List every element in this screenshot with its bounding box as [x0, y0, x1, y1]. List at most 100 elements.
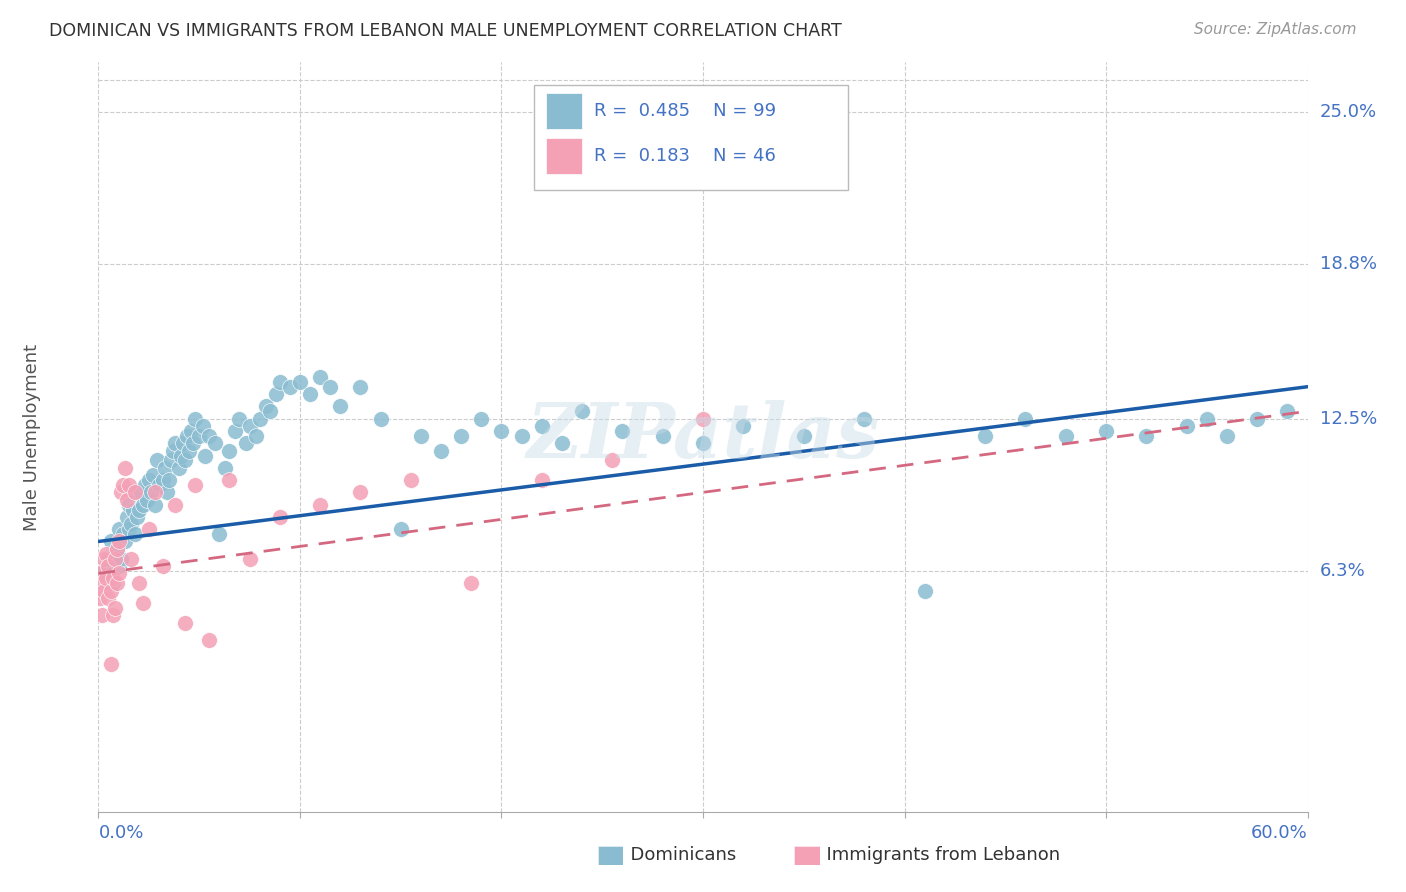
Text: ZIPatlas: ZIPatlas [526, 401, 880, 474]
Point [1195, 411, 1218, 425]
Point [93, 564, 115, 578]
Point [329, 400, 352, 414]
Point [264, 387, 287, 401]
Point [174, 615, 197, 630]
Point [118, 478, 141, 492]
Point [91, 608, 114, 623]
Text: Immigrants from Lebanon: Immigrants from Lebanon [815, 846, 1060, 863]
Point [530, 473, 553, 487]
Point [103, 547, 125, 561]
Point [349, 485, 371, 500]
Point [204, 436, 226, 450]
Point [100, 657, 122, 672]
Point [651, 429, 673, 443]
Point [143, 498, 166, 512]
Point [1014, 411, 1036, 425]
Point [450, 429, 472, 443]
Point [160, 453, 183, 467]
Point [107, 559, 129, 574]
Point [974, 429, 997, 443]
Point [111, 527, 134, 541]
Point [612, 424, 634, 438]
Point [1135, 429, 1157, 443]
Point [409, 429, 432, 443]
Point [124, 485, 146, 500]
Point [430, 443, 453, 458]
Point [269, 375, 291, 389]
Point [278, 380, 301, 394]
Point [510, 429, 533, 443]
Point [259, 404, 281, 418]
Text: R =  0.183    N = 46: R = 0.183 N = 46 [595, 147, 776, 165]
Point [156, 485, 179, 500]
Point [93, 551, 115, 566]
Point [288, 375, 311, 389]
Point [793, 429, 815, 443]
Point [124, 485, 146, 500]
Point [1175, 419, 1198, 434]
Point [349, 380, 371, 394]
Point [101, 608, 124, 623]
Point [118, 498, 141, 512]
Point [269, 510, 291, 524]
Point [172, 436, 194, 450]
Point [132, 596, 155, 610]
Point [194, 449, 217, 463]
Point [309, 370, 332, 384]
Point [319, 380, 342, 394]
Text: 18.8%: 18.8% [1320, 255, 1376, 273]
Point [115, 510, 138, 524]
Point [148, 478, 170, 492]
Point [97, 591, 120, 605]
Point [153, 460, 176, 475]
Point [146, 453, 169, 467]
Point [692, 436, 714, 450]
Text: 0.0%: 0.0% [98, 824, 143, 842]
Point [176, 429, 198, 443]
Point [101, 571, 124, 585]
Point [180, 424, 202, 438]
Text: Dominicans: Dominicans [619, 846, 735, 863]
Point [152, 559, 174, 574]
Point [114, 534, 136, 549]
Point [1246, 411, 1268, 425]
Point [89, 591, 111, 605]
Point [91, 576, 114, 591]
Point [218, 473, 240, 487]
Point [142, 468, 165, 483]
Point [107, 566, 129, 581]
Point [179, 443, 201, 458]
Point [188, 429, 211, 443]
Point [239, 551, 262, 566]
Point [125, 510, 148, 524]
Point [184, 411, 207, 425]
Point [370, 411, 392, 425]
Point [121, 502, 143, 516]
Point [309, 498, 332, 512]
Point [105, 541, 128, 556]
Point [235, 436, 257, 450]
Text: R =  0.485    N = 99: R = 0.485 N = 99 [595, 103, 776, 120]
Point [1095, 424, 1118, 438]
Point [167, 460, 190, 475]
Point [239, 419, 262, 434]
Point [157, 473, 180, 487]
Point [460, 576, 482, 591]
Point [224, 424, 246, 438]
Point [692, 411, 714, 425]
Text: DOMINICAN VS IMMIGRANTS FROM LEBANON MALE UNEMPLOYMENT CORRELATION CHART: DOMINICAN VS IMMIGRANTS FROM LEBANON MAL… [49, 22, 842, 40]
Point [111, 478, 134, 492]
Point [184, 478, 207, 492]
Point [124, 527, 146, 541]
Point [602, 453, 624, 467]
Point [105, 541, 128, 556]
Point [162, 443, 184, 458]
Point [139, 485, 162, 500]
Point [135, 492, 157, 507]
Text: 6.3%: 6.3% [1320, 562, 1365, 580]
Point [129, 485, 152, 500]
Text: Source: ZipAtlas.com: Source: ZipAtlas.com [1194, 22, 1357, 37]
Point [128, 502, 150, 516]
Point [853, 411, 876, 425]
Point [93, 583, 115, 598]
